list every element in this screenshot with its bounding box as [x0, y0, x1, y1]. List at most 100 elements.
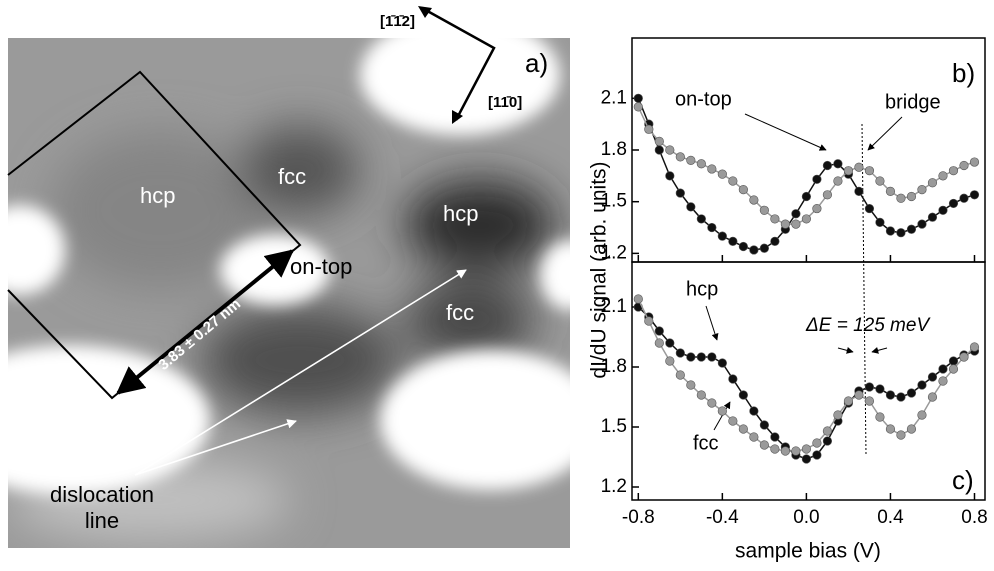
- data-point: [812, 203, 822, 214]
- data-point: [906, 388, 917, 398]
- unit-cell: [7, 70, 302, 400]
- data-point: [875, 176, 885, 186]
- annotation: dislocation: [50, 482, 154, 507]
- data-point: [770, 444, 780, 454]
- data-point: [938, 205, 948, 215]
- data-point: [938, 376, 948, 386]
- data-point: [675, 370, 685, 380]
- data-point: [969, 342, 980, 352]
- data-point: [927, 178, 938, 188]
- data-point: [728, 416, 738, 426]
- data-point: [654, 145, 664, 155]
- data-point: [707, 352, 717, 362]
- pointer: [744, 113, 827, 151]
- data-point: [654, 136, 664, 146]
- data-point: [717, 169, 727, 179]
- data-point: [917, 410, 927, 420]
- data-point: [770, 432, 780, 442]
- data-point: [707, 398, 717, 408]
- curve-label: fcc: [693, 432, 719, 454]
- data-point: [875, 412, 885, 422]
- data-point: [927, 212, 938, 222]
- data-point: [749, 406, 759, 416]
- data-point: [738, 424, 748, 434]
- site-label: hcp: [140, 183, 175, 208]
- data-point: [707, 164, 717, 174]
- x-tick-label: 0.4: [877, 507, 904, 528]
- data-point: [728, 236, 738, 246]
- data-point: [864, 382, 875, 392]
- data-point: [875, 217, 885, 227]
- x-axis-label: sample bias (V): [735, 540, 881, 563]
- data-point: [917, 185, 927, 195]
- plot-frame: [631, 261, 986, 501]
- data-point: [854, 162, 864, 172]
- data-point: [927, 372, 938, 382]
- data-point: [717, 231, 727, 241]
- y-tick-label: 1.5: [601, 191, 627, 212]
- site-label: fcc: [446, 300, 474, 325]
- data-point: [948, 198, 959, 209]
- data-point: [948, 364, 959, 374]
- data-point: [906, 191, 917, 202]
- pointer: [705, 305, 719, 341]
- data-point: [728, 374, 738, 384]
- pointer: [713, 401, 731, 431]
- data-point: [812, 174, 822, 184]
- data-point: [885, 424, 896, 434]
- pointer: [867, 116, 903, 151]
- plot-frame: [631, 37, 986, 263]
- direction-arrows: [421, 6, 496, 121]
- data-point: [885, 390, 896, 400]
- data-point: [791, 209, 801, 219]
- data-point: [633, 102, 643, 112]
- scale-arrow: [115, 249, 295, 395]
- site-label: on-top: [290, 254, 352, 279]
- data-point: [665, 145, 675, 155]
- panel-label: b): [952, 58, 975, 88]
- data-point: [812, 438, 822, 448]
- data-point: [644, 124, 654, 134]
- data-point: [675, 152, 685, 162]
- data-point: [738, 185, 748, 195]
- data-point: [927, 392, 938, 402]
- data-point: [696, 159, 706, 169]
- site-label: fcc: [278, 164, 306, 189]
- data-point: [833, 159, 843, 169]
- stm-image: [8, 38, 570, 548]
- curve-label: bridge: [885, 91, 941, 113]
- y-tick-label: 1.2: [601, 242, 627, 263]
- data-point: [654, 338, 664, 348]
- data-point: [833, 410, 843, 420]
- data-point: [917, 380, 927, 390]
- data-point: [675, 348, 685, 358]
- data-point: [854, 186, 864, 196]
- data-point: [896, 392, 906, 402]
- data-point: [791, 219, 801, 229]
- data-point: [749, 195, 759, 205]
- data-point: [707, 222, 717, 233]
- data-point: [843, 396, 854, 406]
- data-point: [654, 326, 664, 336]
- data-point: [686, 202, 696, 212]
- data-point: [896, 193, 906, 203]
- y-axis-label: dI/dU signal (arb. units): [588, 161, 611, 378]
- data-point: [938, 171, 948, 181]
- data-point: [843, 166, 854, 176]
- data-point: [633, 294, 643, 304]
- data-point: [675, 188, 685, 198]
- data-point: [801, 444, 811, 454]
- data-point: [759, 205, 769, 215]
- x-tick-label: -0.4: [706, 507, 739, 528]
- data-point: [948, 356, 959, 366]
- data-point: [885, 226, 896, 236]
- data-point: [801, 191, 811, 202]
- data-point: [791, 446, 801, 456]
- data-point: [896, 430, 906, 440]
- data-point: [885, 186, 896, 196]
- x-tick-label: 0.8: [961, 507, 987, 528]
- data-point: [665, 356, 675, 366]
- curve-label: on-top: [675, 88, 732, 110]
- data-point: [801, 454, 811, 464]
- data-point: [875, 384, 885, 394]
